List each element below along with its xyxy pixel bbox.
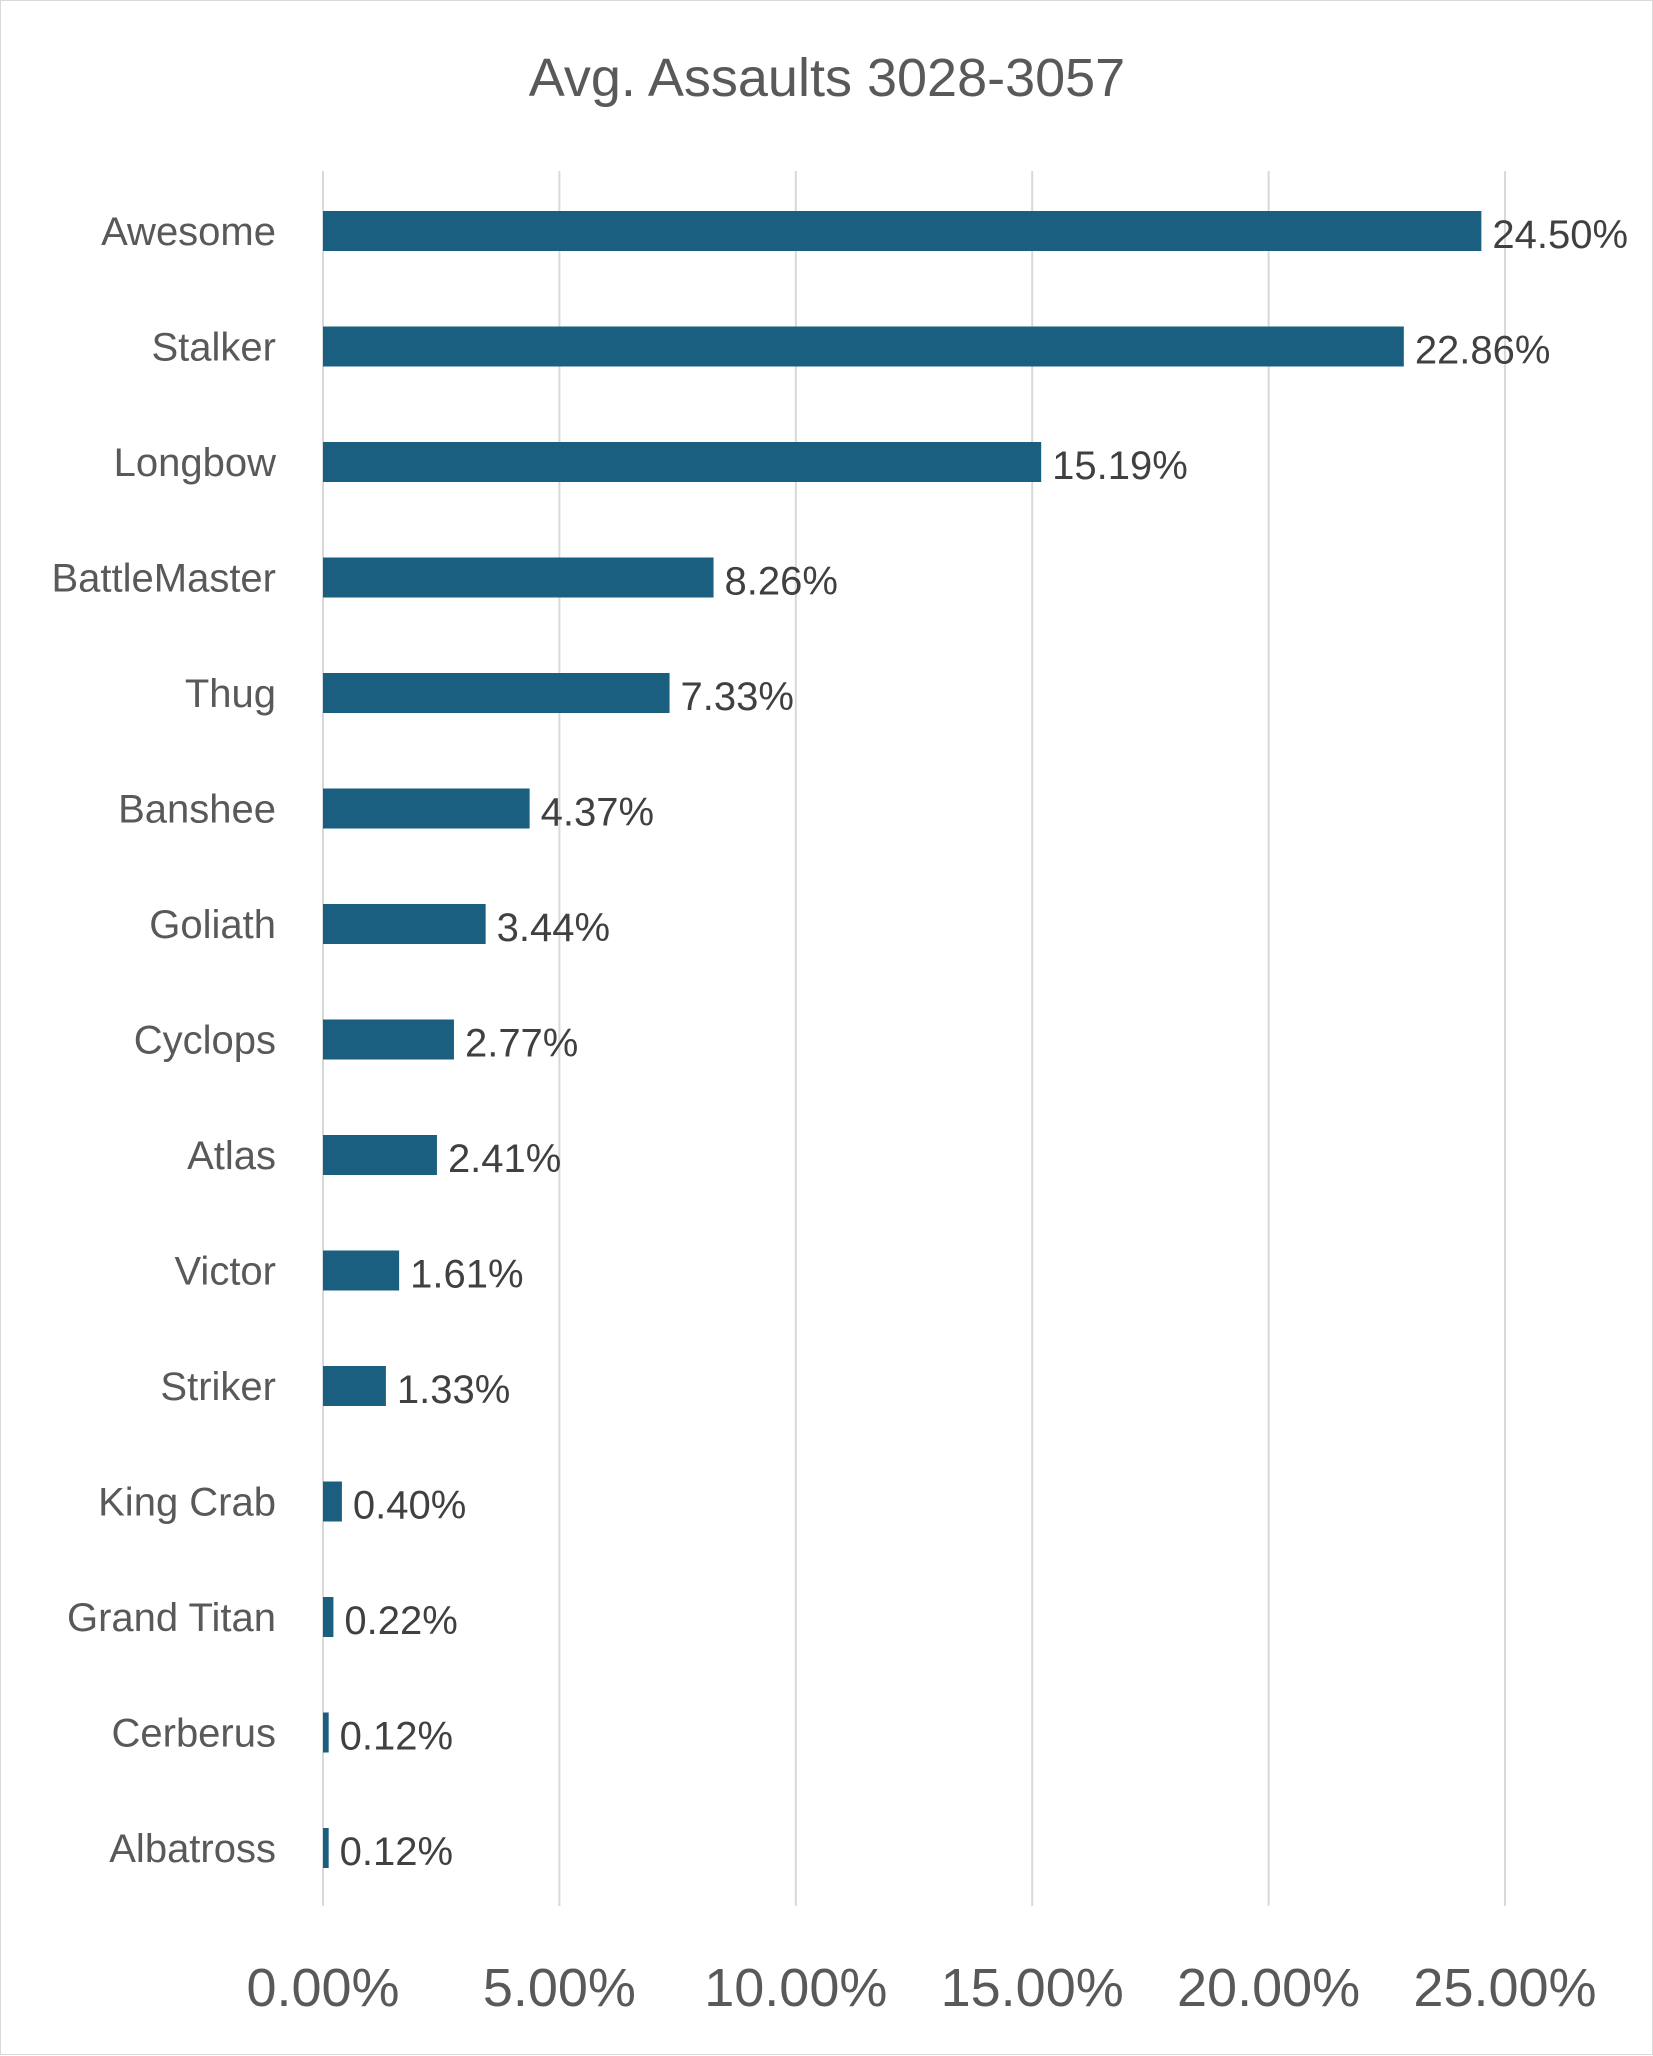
bar [323, 557, 714, 598]
data-label: 7.33% [681, 675, 794, 719]
data-label: 1.33% [397, 1368, 510, 1412]
category-label: Cerberus [111, 1712, 276, 1756]
data-label: 2.41% [448, 1137, 561, 1181]
bar [323, 1597, 334, 1637]
bar [323, 1019, 454, 1060]
bar [323, 1481, 342, 1522]
category-labels: Awesome Stalker Longbow BattleMaster Thug Ban… [51, 210, 276, 1871]
category-label: Cyclops [134, 1019, 276, 1063]
category-label: Grand Titan [67, 1596, 276, 1640]
data-label: 0.12% [340, 1715, 453, 1759]
bar [323, 904, 486, 944]
data-label: 2.77% [465, 1022, 578, 1066]
chart-title: Avg. Assaults 3028-3057 [529, 48, 1125, 108]
bar [323, 788, 530, 829]
category-label: Banshee [118, 788, 276, 832]
bar [323, 1366, 386, 1406]
x-tick-label: 10.00% [704, 1958, 887, 2018]
category-label: Goliath [149, 903, 276, 947]
bar [323, 326, 1404, 367]
data-label: 8.26% [725, 560, 838, 604]
category-label: Thug [185, 672, 276, 716]
data-label: 0.22% [344, 1599, 457, 1643]
bar [323, 1712, 329, 1753]
data-label: 22.86% [1415, 329, 1551, 373]
x-tick-label: 0.00% [246, 1958, 399, 2018]
data-label: 0.40% [353, 1484, 466, 1528]
bars [323, 211, 1482, 1868]
value-labels: 24.50% 22.86% 15.19% 8.26% 7.33% 4.37% 3.44% 2.… [340, 213, 1628, 1874]
category-label: BattleMaster [51, 557, 276, 601]
x-tick-label: 20.00% [1177, 1958, 1360, 2018]
category-label: King Crab [98, 1481, 276, 1525]
bar [323, 673, 670, 713]
x-tick-label: 5.00% [483, 1958, 636, 2018]
bar [323, 1828, 329, 1868]
category-label: Longbow [114, 441, 276, 485]
x-axis-tick-labels: 0.00% 5.00% 10.00% 15.00% 20.00% 25.00% [246, 1958, 1596, 2018]
bar [323, 211, 1482, 251]
category-label: Albatross [109, 1827, 276, 1871]
data-label: 1.61% [410, 1253, 523, 1297]
category-label: Stalker [152, 326, 277, 370]
data-label: 15.19% [1052, 444, 1188, 488]
bar [323, 1250, 400, 1291]
data-label: 24.50% [1492, 213, 1628, 257]
category-label: Striker [160, 1365, 276, 1409]
data-label: 4.37% [541, 791, 654, 835]
data-label: 3.44% [497, 906, 610, 950]
x-tick-label: 15.00% [941, 1958, 1124, 2018]
category-label: Atlas [187, 1134, 276, 1178]
category-label: Awesome [101, 210, 276, 254]
category-label: Victor [174, 1250, 276, 1294]
bar [323, 442, 1042, 482]
x-tick-label: 25.00% [1413, 1958, 1596, 2018]
data-label: 0.12% [340, 1830, 453, 1874]
bar [323, 1135, 437, 1175]
